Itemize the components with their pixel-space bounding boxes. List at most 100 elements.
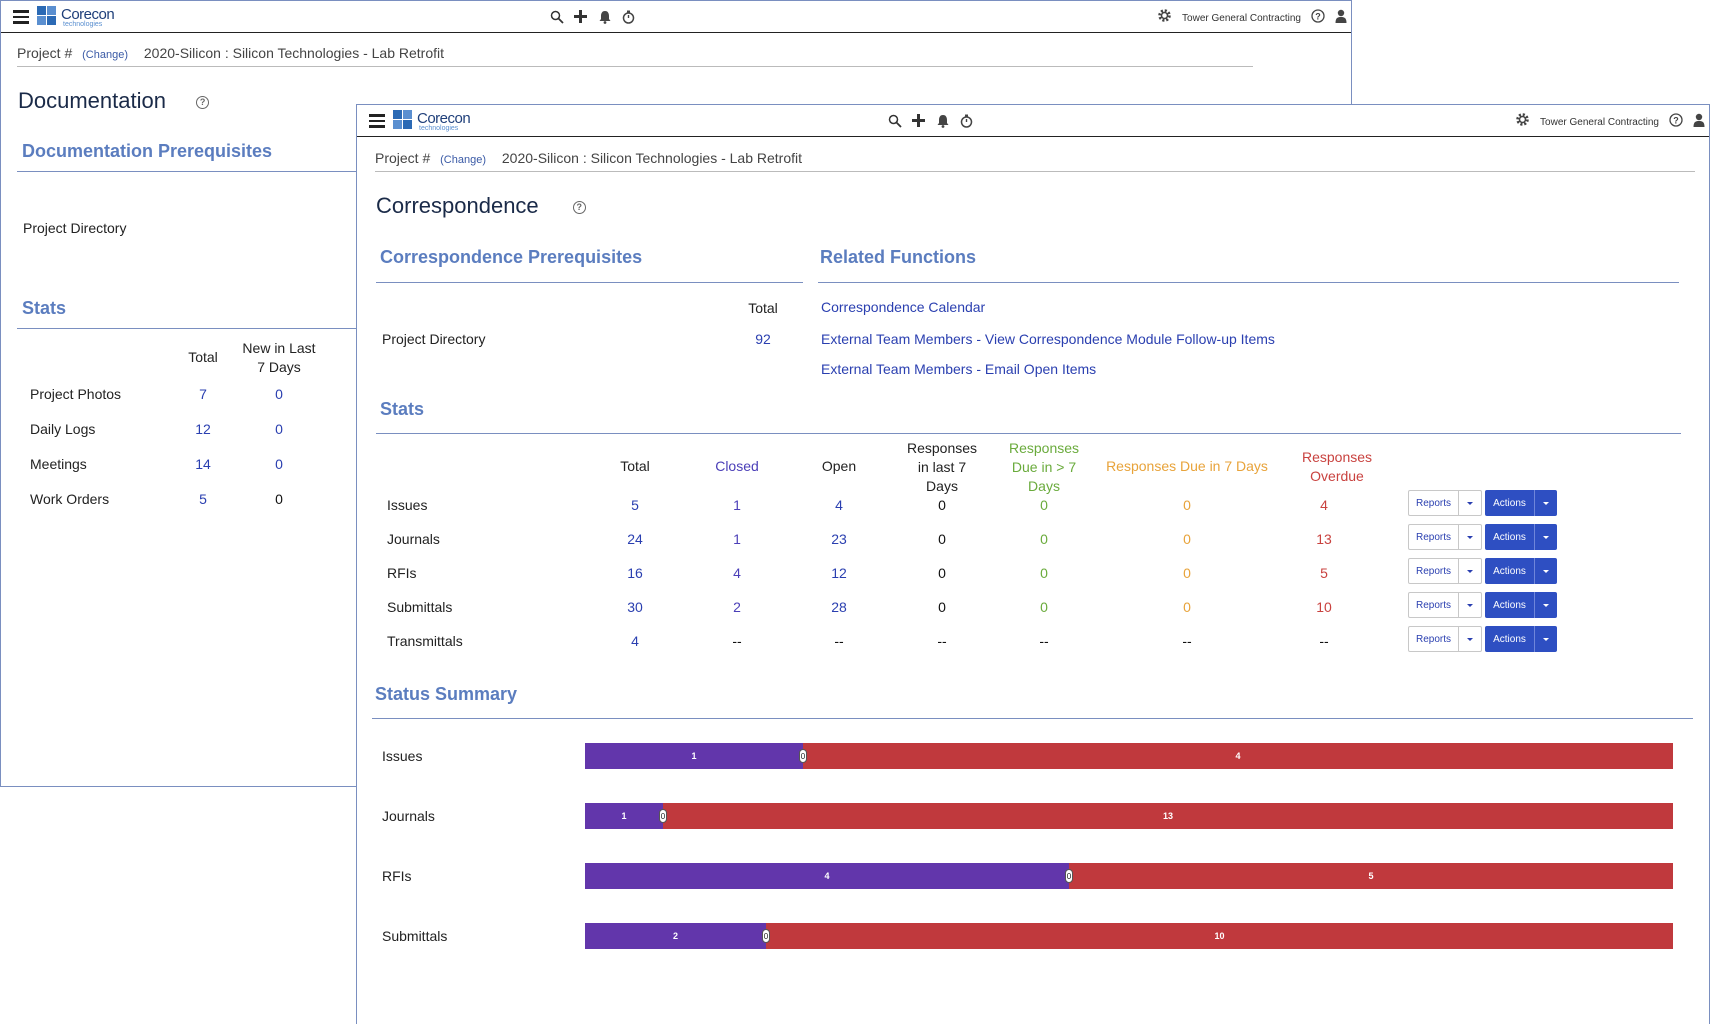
status-row-label: Issues xyxy=(382,748,423,764)
reports-button[interactable]: Reports xyxy=(1408,524,1482,550)
status-bar-segment-a[interactable]: 1 xyxy=(585,803,663,829)
stats-cell-closed[interactable]: 4 xyxy=(733,565,741,581)
chevron-down-icon[interactable] xyxy=(1459,525,1481,549)
stats-cell-open[interactable]: 28 xyxy=(831,599,847,615)
stats-total[interactable]: 7 xyxy=(199,386,207,402)
plus-icon[interactable] xyxy=(573,9,588,24)
related-link-followup[interactable]: External Team Members - View Corresponde… xyxy=(821,331,1275,347)
stats-cell-total[interactable]: 5 xyxy=(631,497,639,513)
company-name[interactable]: Tower General Contracting xyxy=(1182,12,1301,24)
stats-row-label: Work Orders xyxy=(30,491,110,507)
actions-button[interactable]: Actions xyxy=(1485,524,1557,550)
related-link-email[interactable]: External Team Members - Email Open Items xyxy=(821,361,1097,377)
reports-label[interactable]: Reports xyxy=(1409,559,1459,583)
reports-button[interactable]: Reports xyxy=(1408,626,1482,652)
chevron-down-icon[interactable] xyxy=(1535,490,1557,516)
actions-label[interactable]: Actions xyxy=(1485,626,1535,652)
status-bar-segment-a[interactable]: 1 xyxy=(585,743,803,769)
chevron-down-icon[interactable] xyxy=(1459,491,1481,515)
stats-cell-open[interactable]: 23 xyxy=(831,531,847,547)
prereq-item[interactable]: Project Directory xyxy=(23,220,127,236)
menu-icon[interactable] xyxy=(369,114,385,128)
stats-new[interactable]: 0 xyxy=(275,421,283,437)
status-bar-segment-b[interactable]: 5 xyxy=(1069,863,1673,889)
plus-icon[interactable] xyxy=(911,113,926,128)
chevron-down-icon[interactable] xyxy=(1459,593,1481,617)
stats-cell-total[interactable]: 16 xyxy=(627,565,643,581)
stopwatch-icon[interactable] xyxy=(959,113,974,128)
help-icon[interactable]: ? xyxy=(1669,112,1683,132)
actions-button[interactable]: Actions xyxy=(1485,558,1557,584)
chevron-down-icon[interactable] xyxy=(1535,524,1557,550)
stats-cell-closed[interactable]: 2 xyxy=(733,599,741,615)
help-icon[interactable]: ? xyxy=(572,200,586,214)
reports-label[interactable]: Reports xyxy=(1409,593,1459,617)
chevron-down-icon[interactable] xyxy=(1535,558,1557,584)
status-bar-segment-a[interactable]: 4 xyxy=(585,863,1069,889)
user-icon[interactable] xyxy=(1335,9,1347,28)
stats-cell-total[interactable]: 4 xyxy=(631,633,639,649)
stopwatch-icon[interactable] xyxy=(621,9,636,24)
stats-new[interactable]: 0 xyxy=(275,456,283,472)
reports-label[interactable]: Reports xyxy=(1409,525,1459,549)
status-row-label: Submittals xyxy=(382,928,448,944)
actions-button[interactable]: Actions xyxy=(1485,592,1557,618)
stats-new[interactable]: 0 xyxy=(275,386,283,402)
bell-icon[interactable] xyxy=(935,113,950,128)
stats-cell-closed[interactable]: 1 xyxy=(733,531,741,547)
reports-button[interactable]: Reports xyxy=(1408,592,1482,618)
change-link[interactable]: (Change) xyxy=(82,49,128,61)
stats-total[interactable]: 14 xyxy=(195,456,211,472)
stats-cell-open[interactable]: 4 xyxy=(835,497,843,513)
gear-icon[interactable] xyxy=(1157,8,1172,28)
company-name[interactable]: Tower General Contracting xyxy=(1540,116,1659,128)
help-icon[interactable]: ? xyxy=(196,95,210,109)
status-bar-segment-b[interactable]: 13 xyxy=(663,803,1673,829)
stats-cell-due-gt: -- xyxy=(1039,633,1049,649)
stats-cell-overdue: 13 xyxy=(1316,531,1332,547)
chevron-down-icon[interactable] xyxy=(1535,592,1557,618)
status-bar[interactable]: 2 10 0 xyxy=(585,923,1673,949)
status-bar-segment-b[interactable]: 10 xyxy=(766,923,1673,949)
actions-label[interactable]: Actions xyxy=(1485,592,1535,618)
actions-label[interactable]: Actions xyxy=(1485,558,1535,584)
status-bar-segment-a[interactable]: 2 xyxy=(585,923,766,949)
svg-text:?: ? xyxy=(1673,115,1679,125)
stats-cell-total[interactable]: 30 xyxy=(627,599,643,615)
stats-cell-open[interactable]: 12 xyxy=(831,565,847,581)
related-link-calendar[interactable]: Correspondence Calendar xyxy=(821,299,986,315)
stats-total[interactable]: 12 xyxy=(195,421,211,437)
reports-button[interactable]: Reports xyxy=(1408,558,1482,584)
status-bar-segment-b[interactable]: 4 xyxy=(803,743,1673,769)
search-icon[interactable] xyxy=(887,113,902,128)
actions-button[interactable]: Actions xyxy=(1485,626,1557,652)
stats-total[interactable]: 5 xyxy=(199,491,207,507)
stats-cell-total[interactable]: 24 xyxy=(627,531,643,547)
help-icon[interactable]: ? xyxy=(1311,8,1325,28)
reports-label[interactable]: Reports xyxy=(1409,627,1459,651)
stats-row-label: RFIs xyxy=(387,565,417,581)
search-icon[interactable] xyxy=(549,9,564,24)
bell-icon[interactable] xyxy=(597,9,612,24)
stats-cell-due-7: -- xyxy=(1182,633,1192,649)
stats-cell-due-gt: 0 xyxy=(1040,531,1048,547)
actions-button[interactable]: Actions xyxy=(1485,490,1557,516)
chevron-down-icon[interactable] xyxy=(1459,559,1481,583)
menu-icon[interactable] xyxy=(13,10,29,24)
change-link[interactable]: (Change) xyxy=(440,154,486,166)
actions-label[interactable]: Actions xyxy=(1485,524,1535,550)
reports-button[interactable]: Reports xyxy=(1408,490,1482,516)
reports-label[interactable]: Reports xyxy=(1409,491,1459,515)
stats-cell-closed[interactable]: 1 xyxy=(733,497,741,513)
gear-icon[interactable] xyxy=(1515,112,1530,132)
chevron-down-icon[interactable] xyxy=(1459,627,1481,651)
prereq-total[interactable]: 92 xyxy=(755,331,771,347)
status-bar[interactable]: 1 13 0 xyxy=(585,803,1673,829)
stats-cell-due-7: 0 xyxy=(1183,497,1191,513)
page-title-text: Correspondence xyxy=(376,193,539,218)
chevron-down-icon[interactable] xyxy=(1535,626,1557,652)
actions-label[interactable]: Actions xyxy=(1485,490,1535,516)
user-icon[interactable] xyxy=(1693,113,1705,132)
